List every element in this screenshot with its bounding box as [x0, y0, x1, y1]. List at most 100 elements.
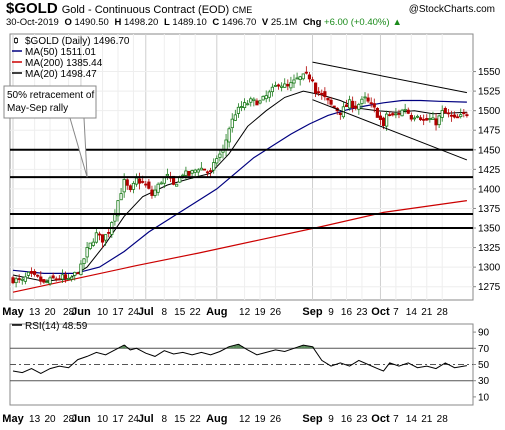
candle-body: [162, 177, 166, 184]
candle-body: [363, 96, 367, 99]
candle-body: [347, 99, 352, 109]
y-tick-label: 1500: [478, 106, 501, 117]
candle-body: [199, 167, 203, 171]
candle-body: [20, 278, 24, 281]
candle-body: [60, 274, 65, 280]
x-tick-label: 23: [356, 307, 368, 318]
x-tick-label: Jul: [138, 306, 154, 318]
x-tick-label: 14: [406, 307, 418, 318]
open-value: 1490.50: [74, 17, 109, 28]
annotation-text: 50% retracement of: [7, 90, 94, 101]
volume-value: 25.1M: [270, 17, 298, 28]
rsi-y-tick-label: 30: [478, 376, 490, 387]
change-label: Chg: [302, 17, 322, 28]
candle-body: [48, 277, 52, 285]
annotation-box: [3, 85, 97, 119]
x-tick-label: 23: [356, 414, 368, 425]
candle-body: [230, 118, 234, 129]
candle-body: [54, 278, 58, 281]
candle-body: [42, 279, 46, 283]
candle-body: [375, 107, 379, 118]
candle-body: [175, 183, 179, 187]
candle-body: [301, 73, 305, 80]
candle-body: [128, 185, 132, 191]
candle-body: [440, 110, 444, 118]
candle-body: [434, 118, 438, 126]
candle-body: [446, 112, 450, 115]
rsi-legend-label: RSI(14) 48.59: [25, 321, 88, 332]
candle-body: [295, 77, 299, 80]
low-value: 1489.10: [172, 17, 207, 28]
x-tick-label: 21: [421, 307, 433, 318]
x-tick-label: 13: [29, 307, 41, 318]
candle-body: [134, 177, 139, 185]
candle-body: [91, 241, 95, 246]
x-tick-label: 8: [162, 307, 168, 318]
candle-body: [425, 118, 429, 121]
candle-body: [215, 158, 219, 164]
x-tick-label: Jun: [71, 306, 91, 318]
candle-body: [209, 170, 213, 173]
rsi-y-tick-label: 50: [478, 360, 490, 371]
candle-body: [403, 108, 407, 111]
candle-body: [233, 114, 237, 121]
legend-label: $GOLD (Daily) 1496.70: [25, 36, 130, 47]
candle-body: [400, 109, 404, 117]
candle-body: [465, 114, 469, 117]
x-tick-label: 7: [393, 414, 399, 425]
x-tick-label: 9: [328, 307, 334, 318]
y-tick-label: 1525: [478, 87, 501, 98]
candle-body: [14, 278, 18, 284]
y-tick-label: 1450: [478, 145, 501, 156]
candle-body: [97, 233, 102, 236]
x-tick-label: 7: [393, 307, 399, 318]
chart-header: $GOLD Gold - Continuous Contract (EOD) CME…: [0, 0, 505, 40]
exchange: CME: [232, 5, 253, 15]
candle-body: [190, 170, 194, 174]
candle-body: [17, 278, 21, 280]
candle-body: [236, 106, 241, 114]
x-tick-label: 12: [239, 307, 251, 318]
candle-body: [273, 85, 278, 87]
candle-body: [26, 271, 31, 276]
candle-body: [428, 118, 432, 120]
candle-body: [280, 85, 284, 88]
x-tick-label: Oct: [371, 413, 390, 425]
symbol-name: Gold - Continuous Contract (EOD): [61, 4, 230, 16]
candle-body: [354, 105, 358, 109]
candle-body: [153, 189, 157, 196]
candle-body: [36, 274, 40, 277]
symbol: $GOLD: [6, 0, 58, 17]
candle-body: [147, 181, 151, 189]
candle-body: [122, 179, 126, 193]
candle-body: [412, 117, 417, 120]
x-tick-label: Oct: [371, 306, 390, 318]
candle-body: [252, 98, 256, 101]
candle-body: [57, 278, 61, 281]
candle-body: [258, 100, 262, 104]
x-tick-label: 24: [128, 307, 140, 318]
candle-body: [344, 104, 349, 107]
candle-body: [51, 275, 55, 279]
x-tick-label: 13: [29, 414, 41, 425]
high-value: 1498.20: [123, 17, 159, 28]
candle-body: [385, 113, 389, 127]
candle-body: [378, 115, 383, 120]
candle-body: [298, 76, 302, 80]
candle-body: [357, 104, 361, 110]
candle-body: [360, 98, 364, 104]
quote-date: 30-Oct-2019: [6, 17, 59, 28]
candle-body: [131, 182, 136, 190]
candle-body: [224, 139, 228, 151]
close-value: 1496.70: [221, 17, 257, 28]
x-tick-label: May: [2, 306, 24, 318]
candle-body: [255, 100, 259, 106]
candle-body: [150, 189, 154, 196]
annotation-pointer: [69, 117, 88, 178]
candle-body: [85, 247, 89, 258]
candle-body: [270, 86, 274, 93]
candle-body: [310, 79, 315, 82]
rsi-y-tick-label: 90: [478, 328, 490, 339]
candle-body: [33, 271, 37, 275]
candle-body: [202, 168, 207, 171]
